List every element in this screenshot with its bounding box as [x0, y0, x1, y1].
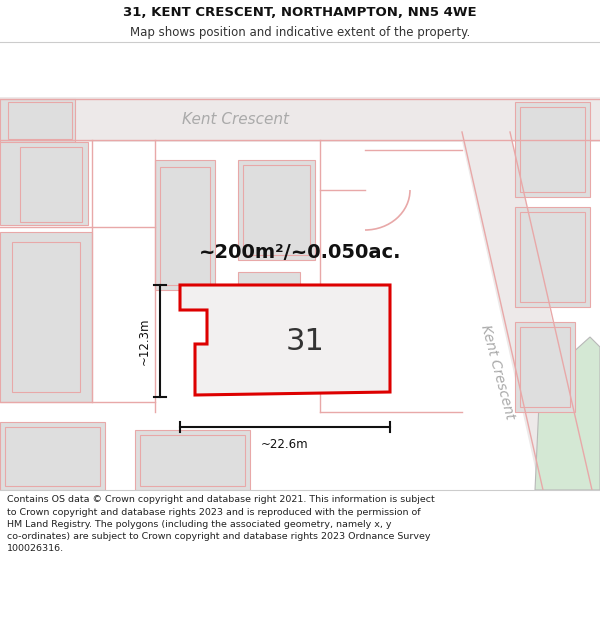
Polygon shape: [0, 99, 75, 142]
Text: ~200m²/~0.050ac.: ~200m²/~0.050ac.: [199, 242, 401, 261]
Polygon shape: [0, 422, 105, 490]
Polygon shape: [238, 272, 300, 327]
Polygon shape: [180, 285, 390, 395]
Polygon shape: [243, 165, 310, 255]
Text: Kent Crescent: Kent Crescent: [478, 323, 517, 421]
Polygon shape: [515, 102, 590, 197]
Text: ~22.6m: ~22.6m: [261, 438, 309, 451]
Polygon shape: [135, 430, 250, 490]
Polygon shape: [520, 107, 585, 192]
Polygon shape: [5, 427, 100, 486]
Polygon shape: [520, 327, 570, 407]
Polygon shape: [238, 160, 315, 260]
Polygon shape: [520, 212, 585, 302]
Polygon shape: [8, 102, 72, 139]
Polygon shape: [515, 322, 575, 412]
Polygon shape: [155, 160, 215, 290]
Text: 31, KENT CRESCENT, NORTHAMPTON, NN5 4WE: 31, KENT CRESCENT, NORTHAMPTON, NN5 4WE: [123, 6, 477, 19]
Text: Contains OS data © Crown copyright and database right 2021. This information is : Contains OS data © Crown copyright and d…: [7, 496, 435, 553]
Polygon shape: [460, 132, 590, 490]
Polygon shape: [0, 232, 92, 402]
Polygon shape: [515, 207, 590, 307]
Text: 31: 31: [286, 328, 325, 356]
Polygon shape: [12, 242, 80, 392]
Polygon shape: [140, 435, 245, 486]
Polygon shape: [160, 167, 210, 285]
Polygon shape: [0, 142, 88, 225]
Text: ~12.3m: ~12.3m: [138, 318, 151, 365]
Polygon shape: [20, 147, 82, 222]
Polygon shape: [0, 97, 600, 142]
Text: Kent Crescent: Kent Crescent: [182, 112, 289, 128]
Polygon shape: [535, 337, 600, 490]
Text: Map shows position and indicative extent of the property.: Map shows position and indicative extent…: [130, 26, 470, 39]
